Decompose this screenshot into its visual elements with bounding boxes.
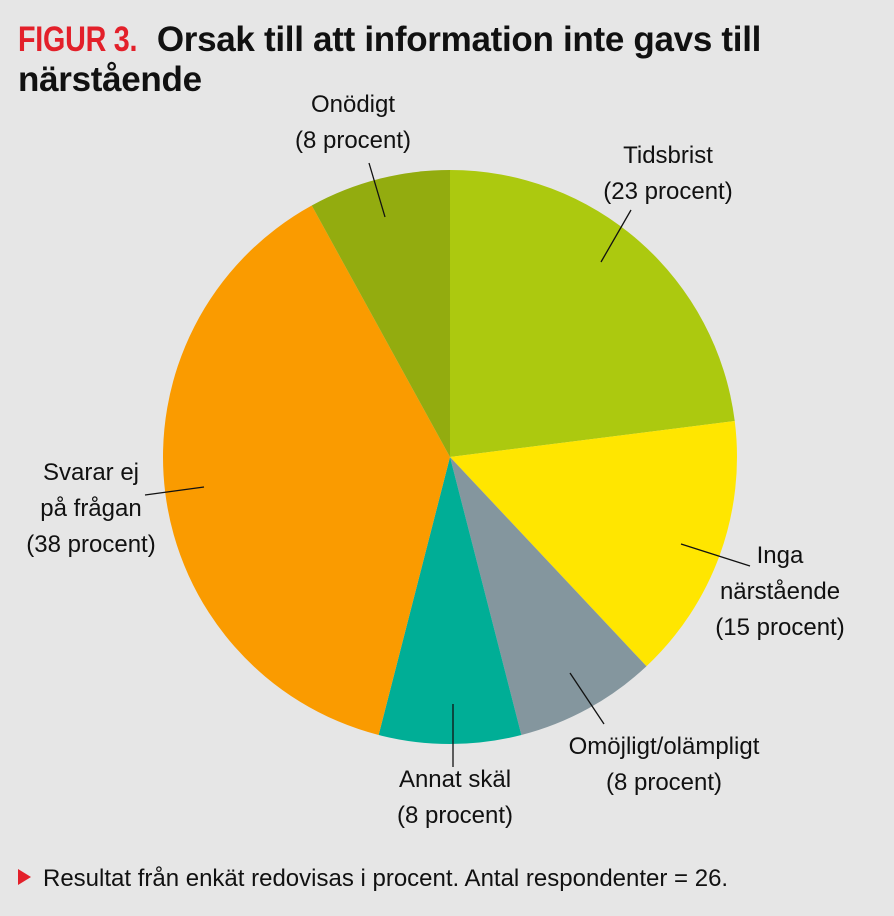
slice-label-line: närstående — [720, 578, 840, 605]
slice-label: Onödigt (8 procent) — [295, 91, 411, 154]
slice-label-line: (23 procent) — [603, 178, 732, 205]
slice-label: Tidsbrist (23 procent) — [603, 142, 732, 205]
pie-slice-inga-närstående — [450, 421, 737, 667]
footnote: Resultat från enkät redovisas i procent.… — [18, 864, 728, 894]
pie-slice-onödigt — [311, 170, 450, 457]
slice-label-line: Annat skäl — [399, 766, 511, 793]
pie-slice-tidsbrist — [450, 170, 735, 457]
slice-label-line: Svarar ej — [43, 459, 139, 486]
leader-line — [368, 162, 386, 218]
figure-number: FIGUR 3. — [18, 20, 138, 59]
pie-slice-annat-skäl — [378, 457, 522, 744]
leader-line — [569, 672, 605, 725]
slice-label-line: Omöjligt/olämpligt — [569, 733, 760, 760]
pie-slice-omöjligt-olämpligt — [450, 457, 647, 735]
leader-line — [680, 543, 751, 567]
slice-label-line: Inga — [757, 542, 804, 569]
slice-label-line: (38 procent) — [26, 531, 155, 558]
footnote-text: Resultat från enkät redovisas i procent.… — [43, 865, 729, 892]
slice-label-line: (15 procent) — [715, 614, 844, 641]
slice-label: Inga närstående (15 procent) — [715, 542, 844, 641]
pie-slices — [163, 170, 737, 744]
slice-label: Svarar ej på frågan (38 procent) — [26, 459, 155, 558]
leader-line — [144, 486, 205, 496]
slice-label-line: på frågan — [40, 495, 141, 522]
chart-title: FIGUR 3. Orsak till att information inte… — [18, 20, 878, 100]
bullet-triangle-icon — [18, 869, 31, 885]
slice-label-line: (8 procent) — [295, 127, 411, 154]
slice-label-line: Tidsbrist — [623, 142, 713, 169]
slice-label: Omöjligt/olämpligt (8 procent) — [569, 733, 760, 796]
slice-label: Annat skäl (8 procent) — [397, 766, 513, 829]
leader-line — [600, 209, 632, 263]
slice-labels: Tidsbrist (23 procent) Inga närstående (15 p… — [26, 91, 844, 829]
slice-label-line: (8 procent) — [397, 802, 513, 829]
pie-slice-svarar-ej-på-frågan — [163, 205, 451, 735]
slice-label-line: (8 procent) — [606, 769, 722, 796]
slice-label-line: Onödigt — [311, 91, 395, 118]
figure-title: Orsak till att information inte gavs til… — [18, 20, 762, 99]
